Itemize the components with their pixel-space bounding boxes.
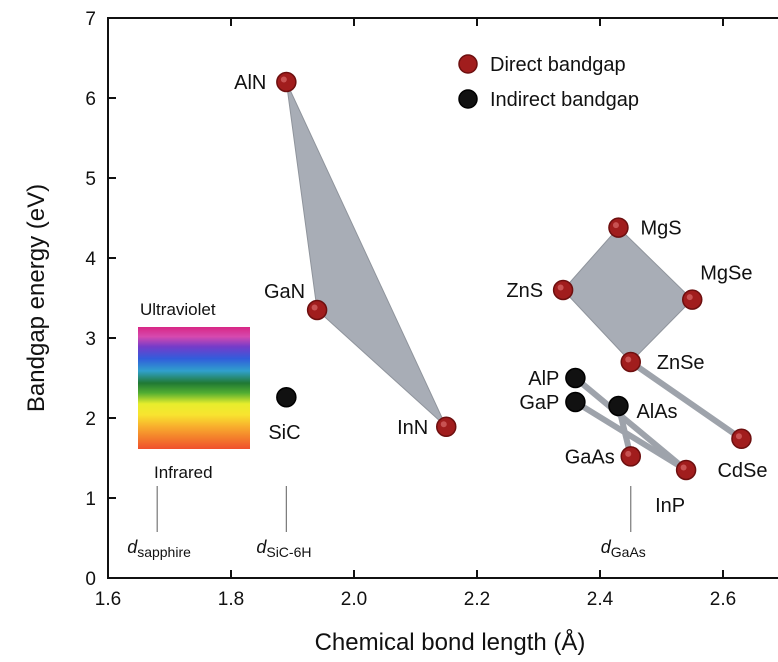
label-sic: SiC [268, 422, 300, 444]
point-znse [620, 351, 641, 373]
alloy-region-2 [562, 226, 693, 363]
legend-indirect-label: Indirect bandgap [490, 89, 639, 111]
point-highlight-aln [280, 76, 287, 83]
point-alas [608, 395, 629, 417]
x-tick-label: 2.4 [587, 589, 614, 610]
spectrum-top-label: Ultraviolet [140, 300, 216, 319]
y-tick-label: 0 [85, 569, 96, 590]
point-sic [276, 386, 297, 408]
point-highlight-znse [625, 356, 632, 363]
reference-lattice-lines: dsapphire dSiC-6H dGaAs [127, 486, 646, 560]
legend-direct-marker [458, 54, 478, 74]
spectrum-bottom-label: Infrared [154, 463, 213, 482]
label-inn: InN [397, 417, 428, 439]
point-highlight-gaas [625, 450, 632, 457]
y-tick-label: 6 [85, 89, 96, 110]
label-aln: AlN [234, 72, 266, 94]
alloy-regions [285, 81, 693, 428]
label-alas: AlAs [636, 401, 677, 423]
point-highlight-gan [311, 304, 318, 311]
point-highlight-mgs [612, 222, 619, 229]
point-mgse [682, 289, 703, 310]
reference-label-sapphire: dsapphire [127, 537, 191, 560]
x-tick-label: 2.2 [464, 589, 490, 610]
point-highlight-cdse [735, 433, 742, 440]
point-highlight-inn [440, 421, 447, 428]
label-alp: AlP [528, 368, 559, 390]
point-alp [565, 367, 586, 389]
label-inp: InP [655, 495, 685, 517]
x-tick-label: 1.6 [95, 589, 121, 610]
y-tick-label: 4 [85, 249, 96, 270]
reference-label-gaas: dGaAs [601, 537, 646, 560]
point-gan [306, 299, 328, 321]
x-tick-label: 1.8 [218, 589, 244, 610]
visible-spectrum: Ultraviolet Infrared [138, 300, 250, 482]
point-inp [675, 459, 697, 481]
y-axis-title: Bandgap energy (eV) [23, 184, 50, 412]
point-gap [565, 391, 586, 413]
point-cdse [731, 428, 752, 450]
label-mgse: MgSe [700, 263, 752, 285]
point-gaas [620, 446, 641, 467]
x-tick-label: 2.6 [710, 589, 736, 610]
tie-line-gap-inp [572, 399, 690, 473]
tie-line-znse-cdse [627, 359, 745, 442]
legend-direct-label: Direct bandgap [490, 54, 626, 76]
legend-indirect-marker [458, 89, 478, 109]
y-tick-label: 2 [85, 409, 96, 430]
label-gap: GaP [519, 392, 559, 414]
point-mgs [608, 217, 629, 238]
axes: 1.6 1.8 2.0 2.2 2.4 2.6 0 1 2 3 4 5 6 7 [85, 9, 736, 610]
label-znse: ZnSe [657, 352, 705, 374]
label-cdse: CdSe [717, 460, 767, 482]
y-tick-label: 5 [85, 169, 96, 190]
point-highlight-zns [557, 284, 564, 291]
spectrum-color-bar [138, 327, 250, 449]
x-axis-title: Chemical bond length (Å) [315, 628, 586, 656]
x-tick-label: 2.0 [341, 589, 367, 610]
label-gaas: GaAs [565, 446, 615, 468]
legend: Direct bandgap Indirect bandgap [458, 54, 639, 111]
point-highlight-mgse [686, 294, 693, 301]
point-zns [552, 279, 574, 301]
label-gan: GaN [264, 281, 305, 303]
y-tick-label: 7 [85, 9, 96, 30]
tie-line-alp-inp [572, 375, 690, 473]
y-tick-label: 1 [85, 489, 96, 510]
y-tick-label: 3 [85, 329, 96, 350]
label-zns: ZnS [506, 280, 543, 302]
point-highlight-inp [680, 464, 687, 471]
point-inn [436, 416, 457, 438]
data-points: AlN GaN InN MgS ZnS MgSe ZnSe CdSe GaAs InP SiC AlP… [234, 71, 767, 517]
plot-frame [107, 17, 778, 579]
label-mgs: MgS [640, 218, 681, 240]
point-aln [276, 71, 297, 93]
reference-label-sic-6h: dSiC-6H [256, 537, 311, 560]
alloy-region-1 [285, 81, 447, 428]
